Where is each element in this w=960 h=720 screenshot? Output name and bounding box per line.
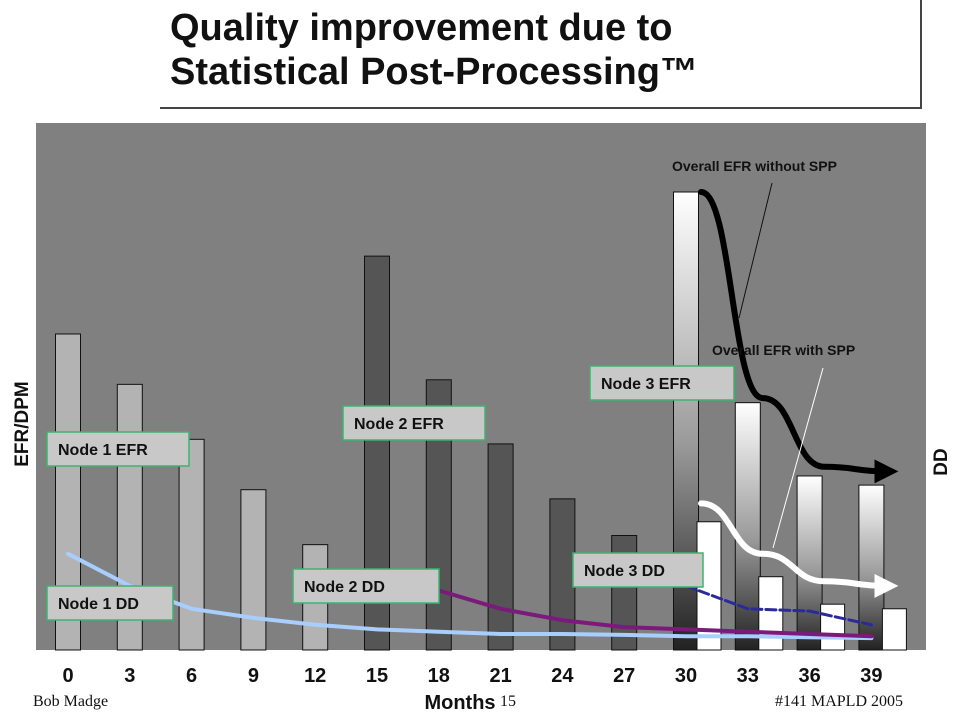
- annotation-overall-without-spp: Overall EFR without SPP: [672, 158, 837, 174]
- title-line-2: Statistical Post-Processing™: [170, 51, 698, 93]
- bar-dd-33: [758, 576, 784, 651]
- leader-overall-without-spp: [738, 182, 773, 319]
- label-box-text: Node 2 EFR: [354, 416, 444, 433]
- bar-node-3-efr-36: [796, 475, 823, 651]
- plot-area: [36, 123, 926, 650]
- bar-node-2-efr-24: [549, 498, 576, 651]
- x-tick-label-30: 30: [675, 665, 697, 687]
- label-box-bg: [46, 585, 174, 621]
- footer-event: #141 MAPLD 2005: [775, 693, 904, 710]
- title-side-rule: [920, 0, 922, 109]
- footer-page-number: 15: [500, 693, 516, 710]
- label-box-node2-dd: Node 2 DD: [292, 568, 440, 604]
- x-axis-label: Months: [424, 692, 495, 714]
- x-tick-label-9: 9: [248, 665, 259, 687]
- slide-title: Quality improvement due to Statistical P…: [170, 6, 930, 94]
- x-tick-label-6: 6: [186, 665, 197, 687]
- label-box-node2-efr: Node 2 EFR: [342, 405, 486, 441]
- bar-dd-39: [881, 608, 907, 651]
- footer-author: Bob Madge: [33, 693, 109, 710]
- annotation-overall-with-spp: Overall EFR with SPP: [712, 342, 855, 358]
- label-box-text: Node 3 DD: [584, 563, 665, 580]
- curve-node-2-dd: [375, 570, 874, 639]
- bar-dd-36: [820, 603, 846, 651]
- x-tick-label-15: 15: [366, 665, 388, 687]
- x-tick-label-36: 36: [798, 665, 820, 687]
- curve-overall-efr-without-spp: [698, 189, 899, 484]
- y-axis-label-right: DD: [931, 448, 952, 475]
- label-box-node1-dd: Node 1 DD: [46, 585, 174, 621]
- x-tick-label-24: 24: [551, 665, 574, 687]
- label-box-node3-efr: Node 3 EFR: [589, 365, 735, 401]
- label-box-bg: [46, 431, 190, 467]
- y-axis-label-left: EFR/DPM: [12, 381, 33, 467]
- curve-node-3-dd: [684, 584, 873, 627]
- curve-node-1-dd: [66, 551, 874, 641]
- x-tick-label-12: 12: [304, 665, 326, 687]
- label-box-text: Node 1 DD: [58, 596, 139, 613]
- label-box-bg: [572, 552, 704, 588]
- curve-overall-efr-with-spp: [698, 500, 899, 598]
- x-tick-label-0: 0: [62, 665, 73, 687]
- label-box-node1-efr: Node 1 EFR: [46, 431, 190, 467]
- title-underline: [160, 107, 922, 109]
- bar-node-2-efr-21: [487, 443, 514, 651]
- label-box-bg: [589, 365, 735, 401]
- x-tick-label-3: 3: [124, 665, 135, 687]
- bar-node-3-efr-33: [734, 402, 761, 651]
- label-box-bg: [342, 405, 486, 441]
- label-box-node3-dd: Node 3 DD: [572, 552, 704, 588]
- label-box-bg: [292, 568, 440, 604]
- label-box-text: Node 3 EFR: [601, 376, 691, 393]
- x-tick-label-33: 33: [737, 665, 759, 687]
- title-line-1: Quality improvement due to: [170, 7, 673, 49]
- label-box-text: Node 1 EFR: [58, 442, 148, 459]
- x-tick-label-39: 39: [860, 665, 882, 687]
- bar-node-1-efr-9: [240, 489, 267, 651]
- leader-overall-with-spp: [772, 367, 824, 549]
- x-tick-label-27: 27: [613, 665, 635, 687]
- label-box-text: Node 2 DD: [304, 579, 385, 596]
- x-tick-label-18: 18: [428, 665, 450, 687]
- bar-node-1-efr-6: [178, 438, 205, 651]
- x-tick-label-21: 21: [489, 665, 511, 687]
